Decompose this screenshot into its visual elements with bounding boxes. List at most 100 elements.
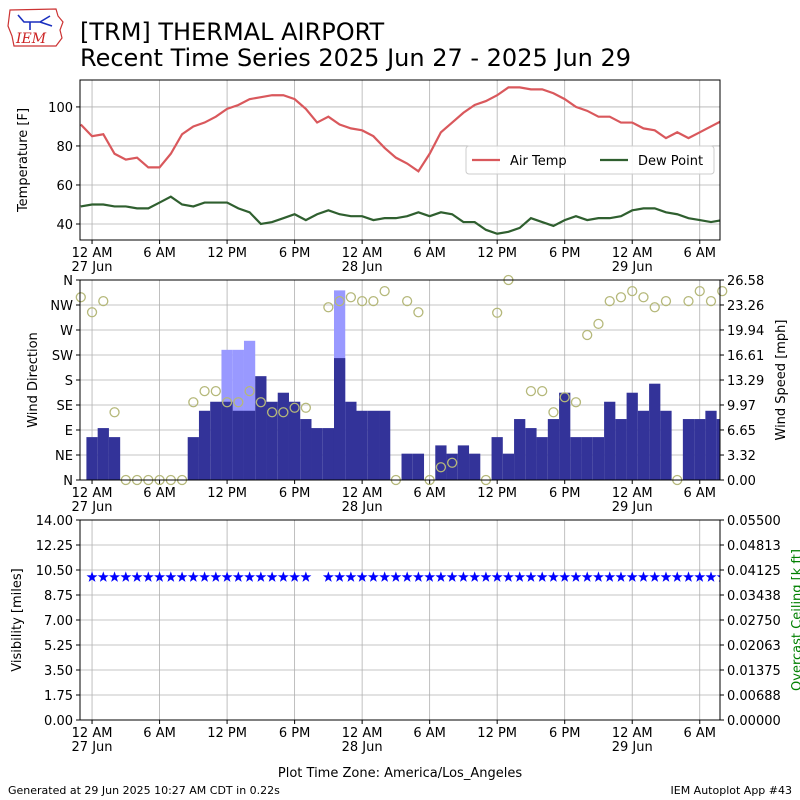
line xyxy=(80,195,720,235)
circle-marker xyxy=(86,307,98,318)
star-marker xyxy=(682,571,695,582)
x-tick-label: 12 PM xyxy=(477,486,517,501)
y2-tick-label: 0.04813 xyxy=(727,539,781,554)
circle-marker xyxy=(244,385,255,397)
star-marker xyxy=(210,571,222,582)
star-marker xyxy=(604,571,616,582)
y2-tick-label: 0.00000 xyxy=(727,714,781,729)
circle-marker xyxy=(717,285,728,297)
bar xyxy=(581,437,593,480)
x-tick-label: 12 AM xyxy=(342,486,383,501)
y-tick-label: NE xyxy=(55,449,73,464)
data-layer xyxy=(86,290,720,480)
data-layer xyxy=(86,571,720,582)
star-marker xyxy=(705,571,717,582)
circle-marker xyxy=(368,295,379,307)
x-tick-label: 12 AM xyxy=(612,246,653,261)
star-marker xyxy=(592,571,604,582)
bar xyxy=(333,358,346,480)
plot-frame xyxy=(79,279,721,481)
star-marker xyxy=(570,571,582,582)
y-tick-label: 8.75 xyxy=(44,589,73,604)
circle-marker xyxy=(683,295,694,307)
legend-label: Air Temp xyxy=(510,154,567,169)
x-tick-label: 6 PM xyxy=(549,726,580,741)
x-tick-sublabel: 28 Jun xyxy=(342,500,383,515)
star-marker xyxy=(547,571,559,582)
y-tick-label: W xyxy=(60,324,73,339)
bar xyxy=(255,376,267,480)
y-tick-label: 1.75 xyxy=(44,689,73,704)
circle-marker xyxy=(660,295,672,307)
line xyxy=(80,86,720,173)
circle-marker xyxy=(593,318,604,330)
star-marker xyxy=(367,571,379,582)
x-tick-label: 6 AM xyxy=(683,246,716,261)
star-marker xyxy=(131,571,143,582)
bar xyxy=(682,419,695,480)
star-marker xyxy=(334,571,346,582)
circle-marker xyxy=(705,295,717,307)
star-marker xyxy=(86,571,98,582)
x-tick-label: 6 AM xyxy=(413,246,446,261)
legend-label: Dew Point xyxy=(638,154,703,169)
circle-marker xyxy=(233,397,244,408)
y2-tick-label: 16.61 xyxy=(727,349,764,364)
star-marker xyxy=(154,571,166,582)
bar xyxy=(300,419,312,480)
bar xyxy=(266,401,278,480)
bar xyxy=(311,428,323,480)
star-marker xyxy=(232,571,244,582)
star-marker xyxy=(277,571,289,582)
x-tick-sublabel: 29 Jun xyxy=(612,500,653,515)
star-marker xyxy=(187,571,199,582)
bar xyxy=(367,410,380,480)
star-marker xyxy=(176,571,188,582)
star-marker xyxy=(457,571,469,582)
star-marker xyxy=(345,571,357,582)
x-axis-label: Plot Time Zone: America/Los_Angeles xyxy=(278,766,522,781)
circle-marker xyxy=(98,295,109,307)
y2-tick-label: 0.02750 xyxy=(727,614,781,629)
x-tick-label: 6 PM xyxy=(279,726,310,741)
star-marker xyxy=(649,571,661,582)
star-marker xyxy=(491,571,503,582)
bar xyxy=(187,437,199,480)
bar xyxy=(592,437,605,480)
y2-axis-label: Wind Speed [mph] xyxy=(774,320,789,441)
star-marker xyxy=(660,571,672,582)
y2-tick-label: 19.94 xyxy=(727,324,764,339)
bar xyxy=(649,383,661,480)
y2-tick-label: 23.26 xyxy=(727,299,764,314)
x-tick-label: 12 AM xyxy=(72,246,113,261)
star-marker xyxy=(615,571,627,582)
y-tick-label: 40 xyxy=(56,218,73,233)
bar xyxy=(412,453,425,480)
star-marker xyxy=(289,571,301,582)
circle-marker xyxy=(649,302,660,313)
star-marker xyxy=(221,571,233,582)
x-tick-label: 6 AM xyxy=(143,246,176,261)
logo: IEM xyxy=(7,8,64,47)
star-marker xyxy=(694,571,706,582)
x-tick-label: 12 AM xyxy=(342,246,383,261)
star-marker xyxy=(502,571,514,582)
bar xyxy=(221,401,233,480)
x-tick-label: 6 PM xyxy=(279,246,310,261)
bar xyxy=(108,437,121,480)
star-marker xyxy=(390,571,402,582)
bar xyxy=(232,410,244,480)
circle-marker xyxy=(289,402,300,413)
y-tick-label: 3.50 xyxy=(44,664,73,679)
y2-tick-label: 26.58 xyxy=(727,274,764,289)
x-tick-label: 12 PM xyxy=(477,246,517,261)
y-axis-label: Wind Direction xyxy=(26,332,41,428)
bar xyxy=(198,410,211,480)
logo-text: IEM xyxy=(15,31,47,47)
star-marker xyxy=(525,571,537,582)
star-marker xyxy=(244,571,256,582)
y-tick-label: 10.50 xyxy=(36,564,73,579)
star-marker xyxy=(581,571,593,582)
circle-marker xyxy=(221,397,233,408)
